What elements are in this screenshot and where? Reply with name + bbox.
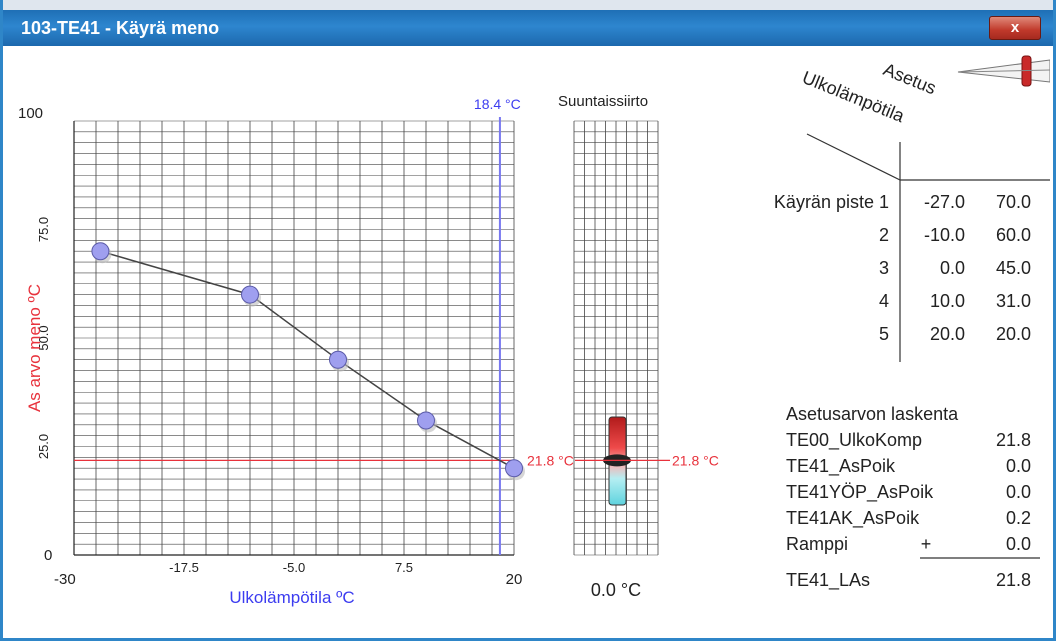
chart-grid: [73, 120, 515, 556]
x-ticks: -30 -17.5 -5.0 7.5 20: [54, 560, 522, 588]
table-row-label: 5: [879, 324, 889, 344]
close-button[interactable]: x: [989, 16, 1041, 40]
y-tick-label: 100: [18, 105, 43, 122]
shift-grid: [573, 120, 659, 556]
curve-point-2[interactable]: [241, 285, 259, 304]
calc-row-label: TE41_AsPoik: [786, 456, 896, 477]
client-area: 18.4 °C 21.8 °C 21.8 °C -30 -17.5 -5.0 7.5 2…: [10, 46, 1050, 635]
calc-row-label: TE00_UlkoKomp: [786, 430, 922, 451]
shift-slider[interactable]: [603, 416, 631, 506]
table-row-label: 2: [879, 225, 889, 245]
heating-curve-chart: 18.4 °C 21.8 °C 21.8 °C -30 -17.5 -5.0 7.5 2…: [18, 55, 1050, 607]
col-header-setpoint: Asetus: [881, 59, 940, 98]
calc-total-label: TE41_LAs: [786, 570, 870, 591]
table-cell-outdoor: -10.0: [924, 225, 965, 245]
setpoint-label-left: 21.8 °C: [527, 452, 574, 468]
y-tick-label: 25.0: [36, 434, 51, 459]
curve-point-3[interactable]: [329, 350, 347, 369]
x-tick-label: -30: [54, 571, 76, 588]
table-cell-setpoint: 31.0: [996, 291, 1031, 311]
calc-row-sign: +: [921, 534, 932, 554]
calc-row-label: TE41AK_AsPoik: [786, 508, 920, 529]
calc-row-value: 0.0: [1006, 456, 1031, 476]
x-tick-label: -5.0: [283, 560, 305, 575]
calc-title: Asetusarvon laskenta: [786, 404, 959, 424]
table-row-label: Käyrän piste 1: [774, 192, 889, 212]
x-tick-label: 7.5: [395, 560, 413, 575]
x-tick-label: -17.5: [169, 560, 199, 575]
window-top-strip: [3, 0, 1053, 10]
calc-row-value: 0.0: [1006, 534, 1031, 554]
outdoor-temp-label: 18.4 °C: [474, 96, 521, 112]
curve-point-5[interactable]: [505, 459, 523, 478]
window-title: 103-TE41 - Käyrä meno: [21, 18, 220, 38]
table-cell-setpoint: 20.0: [996, 324, 1031, 344]
calc-total-value: 21.8: [996, 570, 1031, 590]
curve-points-table: Käyrän piste 1 -27.0 70.0 2 -10.0 60.0 3 0.0 45.…: [774, 192, 1031, 344]
setpoint-calc-table: Asetusarvon laskenta TE00_UlkoKomp 21.8 TE4…: [786, 404, 1031, 591]
header-diagonal: [806, 133, 901, 181]
setpoint-label-right: 21.8 °C: [672, 452, 719, 468]
x-axis-label: Ulkolämpötila ºC: [229, 588, 354, 607]
table-cell-outdoor: 0.0: [940, 258, 965, 278]
y-tick-label: 0: [44, 547, 52, 564]
curve-point-1[interactable]: [91, 242, 110, 261]
table-cell-outdoor: -27.0: [924, 192, 965, 212]
y-axis-label: As arvo meno ºC: [25, 284, 44, 412]
calc-row-label: TE41YÖP_AsPoik: [786, 482, 934, 503]
curve-point-4[interactable]: [417, 411, 435, 430]
table-cell-setpoint: 45.0: [996, 258, 1031, 278]
table-cell-outdoor: 10.0: [930, 291, 965, 311]
dial-icon[interactable]: [957, 55, 1050, 87]
table-row-label: 4: [879, 291, 889, 311]
x-tick-label: 20: [506, 571, 523, 588]
table-cell-outdoor: 20.0: [930, 324, 965, 344]
calc-row-value: 21.8: [996, 430, 1031, 450]
calc-row-label: Ramppi: [786, 534, 848, 554]
table-cell-setpoint: 70.0: [996, 192, 1031, 212]
title-bar[interactable]: 103-TE41 - Käyrä meno x: [3, 10, 1053, 46]
y-tick-label: 75.0: [36, 217, 51, 242]
table-cell-setpoint: 60.0: [996, 225, 1031, 245]
calc-row-value: 0.2: [1006, 508, 1031, 528]
shift-value: 0.0 °C: [591, 580, 641, 600]
y-tick-label: 50.0: [36, 325, 51, 350]
table-row-label: 3: [879, 258, 889, 278]
calc-row-value: 0.0: [1006, 482, 1031, 502]
curve-points: [91, 242, 525, 481]
y-ticks: 0 25.0 50.0 75.0 100: [18, 105, 52, 564]
shift-title: Suuntaissiirto: [558, 93, 648, 110]
